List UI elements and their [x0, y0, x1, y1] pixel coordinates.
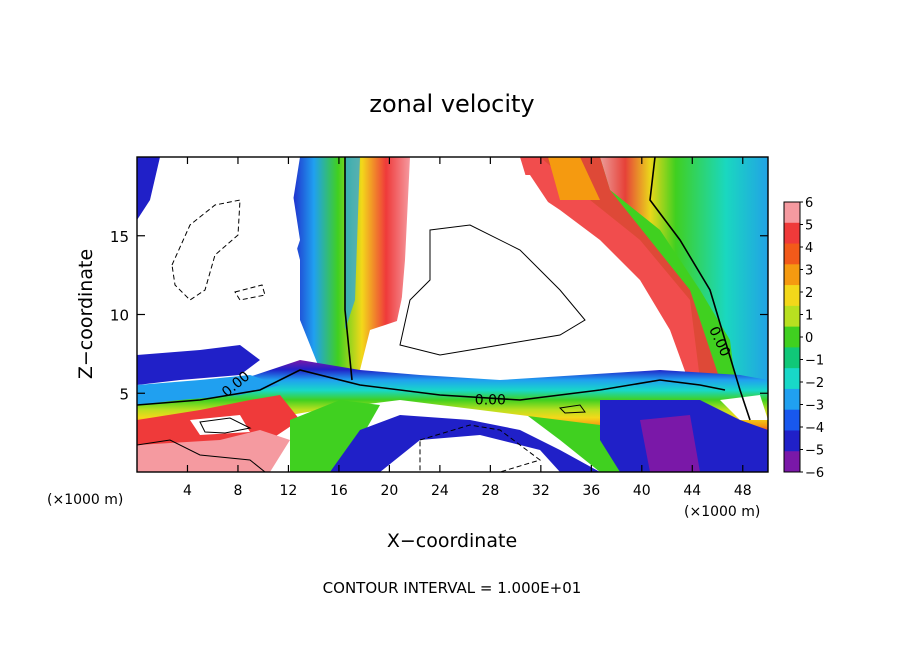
x-tick-label: 32: [532, 483, 550, 499]
colorbar: 6 5 4 3 2 1 0 −1 −2 −3 −4 −5 −6: [783, 196, 824, 481]
x-tick-label: 4: [183, 483, 192, 499]
contour-label-text: 0.00: [475, 393, 506, 409]
x-unit-label-right: (×1000 m): [684, 504, 760, 520]
y-tick-label: 5: [119, 385, 129, 403]
colorbar-label: −3: [805, 399, 824, 414]
x-tick-label: 12: [280, 483, 298, 499]
y-axis-label: Z−coordinate: [75, 249, 97, 379]
x-tick-label: 16: [330, 483, 348, 499]
colorbar-swatch: [784, 202, 800, 224]
colorbar-swatch: [784, 451, 800, 473]
x-unit-label-left: (×1000 m): [47, 492, 123, 508]
colorbar-label: 3: [805, 264, 813, 279]
x-tick-label: 44: [683, 483, 701, 499]
colorbar-label: −5: [805, 444, 824, 459]
colorbar-swatch: [784, 347, 800, 369]
colorbar-swatch: [784, 305, 800, 328]
x-tick-label: 28: [481, 483, 499, 499]
x-tick-label: 24: [431, 483, 449, 499]
contour-lines: [137, 157, 751, 472]
colorbar-swatch: [784, 409, 800, 431]
y-tick-label: 10: [110, 307, 129, 325]
chart-title: zonal velocity: [369, 90, 534, 118]
colorbar-swatch: [784, 243, 800, 265]
colorbar-swatch: [784, 430, 800, 452]
x-tick-label: 36: [582, 483, 600, 499]
contour-interval-text: CONTOUR INTERVAL = 1.000E+01: [323, 579, 582, 597]
colorbar-swatch: [784, 222, 800, 245]
x-tick-label: 20: [380, 483, 398, 499]
colorbar-swatch: [784, 285, 800, 307]
colorbar-label: 1: [805, 309, 813, 324]
colorbar-label: 5: [805, 219, 813, 234]
colorbar-label: −4: [805, 421, 824, 436]
colorbar-label: 2: [805, 286, 813, 301]
x-tick-label: 40: [633, 483, 651, 499]
x-tick-label: 8: [233, 483, 242, 499]
x-axis-label: X−coordinate: [387, 530, 517, 552]
y-tick-label: 15: [110, 228, 129, 246]
colorbar-swatch: [784, 326, 800, 348]
heatmap-fill: [137, 157, 768, 472]
colorbar-label: 6: [805, 196, 813, 211]
contour-label: 0.00: [475, 393, 506, 409]
colorbar-label: −1: [805, 354, 824, 369]
colorbar-swatch: [784, 368, 800, 390]
colorbar-label: −2: [805, 376, 824, 391]
colorbar-label: 4: [805, 241, 813, 256]
y-axis-ticks: 5 10 15: [110, 228, 768, 403]
x-axis-ticks: 4 8 12 16 20 24 28 32 36 40 44 48: [183, 157, 752, 499]
colorbar-label: 0: [805, 331, 813, 346]
colorbar-swatch: [784, 388, 800, 411]
colorbar-label: −6: [805, 466, 824, 481]
x-tick-label: 48: [734, 483, 752, 499]
colorbar-swatch: [784, 264, 800, 286]
